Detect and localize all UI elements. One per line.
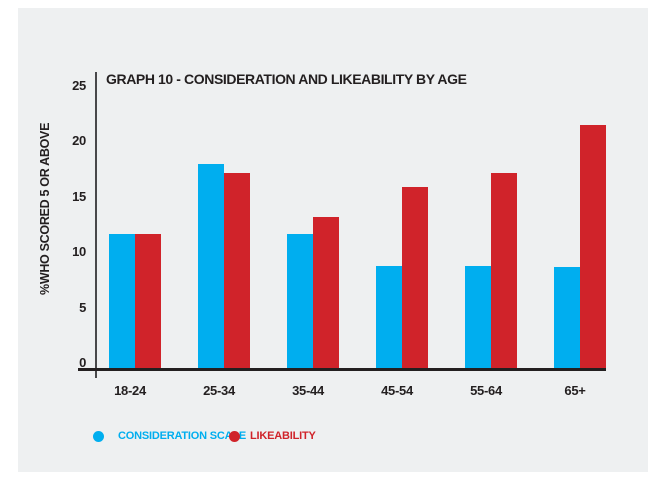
y-tick-20: 20: [72, 133, 86, 149]
legend-marker-likeability: [229, 431, 240, 442]
x-label-18-24: 18-24: [114, 383, 146, 398]
y-tick-10: 10: [72, 244, 86, 260]
legend-label-likeability: LIKEABILITY: [250, 430, 316, 442]
bar-likeability-25-34: [224, 173, 250, 370]
bar-likeability-18-24: [135, 233, 161, 370]
bar-likeability-55-64: [491, 173, 517, 370]
y-tick-25: 25: [72, 78, 86, 93]
bar-likeability-45-54: [402, 186, 428, 370]
x-label-25-34: 25-34: [203, 383, 235, 398]
bar-likeability-65+: [580, 124, 606, 370]
legend-label-consideration-scale: CONSIDERATION SCALE: [118, 430, 247, 442]
bar-likeability-35-44: [313, 216, 339, 370]
y-tick-15: 15: [72, 188, 86, 204]
x-label-55-64: 55-64: [470, 383, 502, 398]
y-tick-5: 5: [79, 299, 86, 315]
x-label-65+: 65+: [564, 383, 586, 398]
bar-consideration-scale-65+: [554, 266, 580, 370]
y-axis-line: [95, 72, 97, 378]
y-tick-0: 0: [79, 355, 86, 370]
x-label-45-54: 45-54: [381, 383, 413, 398]
bar-consideration-scale-18-24: [109, 233, 135, 370]
bar-consideration-scale-45-54: [376, 265, 402, 370]
x-axis-line: [78, 368, 606, 371]
bar-consideration-scale-25-34: [198, 163, 224, 370]
x-label-35-44: 35-44: [292, 383, 324, 398]
bar-consideration-scale-35-44: [287, 233, 313, 370]
bar-consideration-scale-55-64: [465, 265, 491, 370]
y-axis-label: %WHO SCORED 5 OR ABOVE: [38, 122, 52, 295]
legend: CONSIDERATION SCALE LIKEABILITY: [0, 425, 660, 449]
chart-title: GRAPH 10 - CONSIDERATION AND LIKEABILITY…: [106, 71, 467, 87]
legend-marker-consideration-scale: [93, 431, 104, 442]
